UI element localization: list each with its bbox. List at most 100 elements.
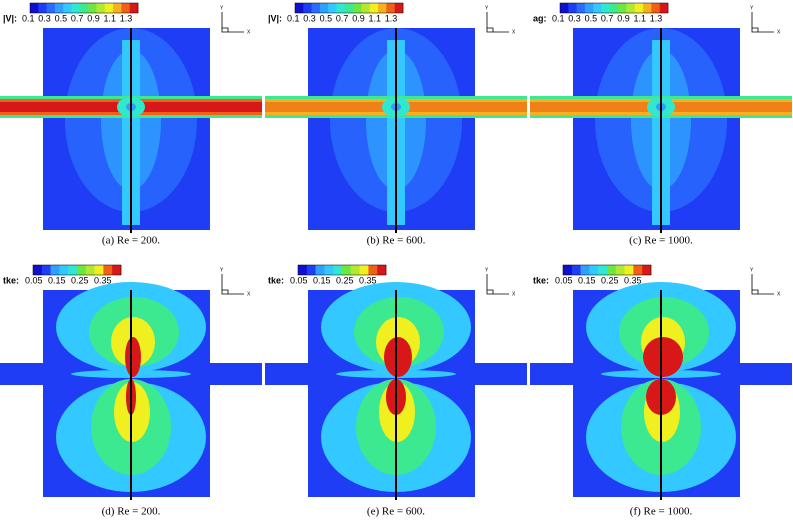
legend-tick-label: 1.3 [385, 13, 398, 23]
legend-tick-label: 1.1 [369, 13, 382, 23]
legend-tick-label: 1.1 [104, 13, 117, 23]
legend-label: |V|: [268, 13, 282, 23]
colorbar-segment [386, 3, 395, 13]
axis-label: X [777, 291, 781, 297]
axis-label: Y [485, 267, 489, 273]
contour [384, 337, 412, 377]
legend-tick-label: 0.35 [94, 275, 112, 285]
colorbar-segment [311, 3, 321, 13]
colorbar-segment [369, 3, 379, 13]
colorbar-segment [633, 265, 643, 275]
axis-indicator [751, 12, 774, 33]
colorbar-segment [659, 3, 669, 13]
panel: |V|: 0.1 0.3 0.5 0.7 0.9 1.1 1.3 Y X (a) Re = 200. [0, 2, 262, 247]
legend-tick-label: 0.9 [617, 13, 630, 23]
legend-tick-label: 0.3 [38, 13, 51, 23]
legend-tick-label: 0.1 [22, 13, 35, 23]
colorbar-segment [344, 3, 354, 13]
axis-indicator [486, 274, 509, 295]
colorbar-segment [77, 265, 87, 275]
colorbar-segment [624, 265, 634, 275]
colorbar-segment [593, 3, 602, 13]
colorbar-segment [607, 265, 617, 275]
colorbar-segment [651, 3, 660, 13]
colorbar-segment [378, 3, 387, 13]
colorbar-segment [121, 3, 130, 13]
colorbar-segment [563, 265, 573, 275]
colorbar-segment [377, 265, 387, 275]
contour [125, 337, 141, 377]
colorbar-segment [96, 3, 106, 13]
colorbar-segment [104, 3, 114, 13]
colorbar-segment [336, 3, 346, 13]
legend-tick-label: 0.5 [320, 13, 333, 23]
legend-tick-label: 1.3 [650, 13, 663, 23]
legend-label: ag: [533, 13, 547, 23]
colorbar-segment [298, 265, 308, 275]
legend-tick-label: 0.3 [568, 13, 581, 23]
colorbar-segment [88, 3, 97, 13]
legend-tick-label: 0.15 [48, 275, 66, 285]
legend-tick-label: 0.5 [55, 13, 68, 23]
colorbar-segment [50, 265, 60, 275]
legend-tick-label: 0.3 [303, 13, 316, 23]
colorbar-segment [33, 265, 43, 275]
colorbar-segment [315, 265, 325, 275]
legend-label: tke: [533, 275, 549, 285]
colorbar-segment [642, 265, 652, 275]
colorbar-segment [626, 3, 636, 13]
colorbar-segment [353, 3, 362, 13]
axis-label: X [512, 291, 516, 297]
colorbar-frame [29, 2, 139, 14]
colorbar-segment [618, 3, 627, 13]
colorbar-segment [576, 3, 586, 13]
colorbar-segment [324, 265, 334, 275]
colorbar-segment [112, 265, 122, 275]
colorbar-segment [113, 3, 122, 13]
legend-tick-label: 0.25 [601, 275, 619, 285]
colorbar-segment [79, 3, 89, 13]
contour [643, 337, 683, 377]
legend-tick-label: 0.5 [585, 13, 598, 23]
legend-tick-label: 0.1 [287, 13, 300, 23]
legend-tick-label: 0.7 [71, 13, 84, 23]
legend-tick-label: 0.1 [552, 13, 565, 23]
colorbar-segment [350, 265, 360, 275]
panel: tke: 0.05 0.15 0.25 0.35 Y X (e) Re = 600. [265, 264, 527, 518]
legend-label: |V|: [3, 13, 17, 23]
colorbar-segment [580, 265, 590, 275]
legend-label: tke: [3, 275, 19, 285]
colorbar-segment [571, 265, 581, 275]
colorbar-segment [361, 3, 371, 13]
legend-tick-label: 0.7 [601, 13, 614, 23]
colorbar-segment [615, 265, 625, 275]
colorbar-segment [589, 265, 599, 275]
colorbar-segment [38, 3, 47, 13]
caption: (a) Re = 200. [102, 235, 160, 247]
axis-indicator [486, 12, 509, 33]
colorbar-segment [71, 3, 81, 13]
legend-tick-label: 0.05 [555, 275, 573, 285]
legend-tick-label: 0.7 [336, 13, 349, 23]
panel: tke: 0.05 0.15 0.25 0.35 Y X (d) Re = 200. [0, 264, 262, 518]
colorbar-frame [32, 264, 122, 276]
legend-tick-label: 1.3 [120, 13, 133, 23]
colorbar-segment [568, 3, 577, 13]
colorbar-segment [68, 265, 78, 275]
legend-tick-label: 0.9 [352, 13, 365, 23]
axis-label: Y [750, 5, 754, 11]
axis-label: Y [220, 5, 224, 11]
legend-tick-label: 0.15 [578, 275, 596, 285]
caption: (c) Re = 1000. [629, 235, 693, 247]
colorbar-segment [560, 3, 569, 13]
axis-label: X [247, 29, 251, 35]
legend-tick-label: 0.15 [313, 275, 331, 285]
legend-tick-label: 0.9 [87, 13, 100, 23]
colorbar-segment [319, 3, 329, 13]
colorbar-frame [562, 264, 652, 276]
colorbar-segment [30, 3, 39, 13]
panel: tke: 0.05 0.15 0.25 0.35 Y X (f) Re = 1000. [530, 264, 792, 518]
caption: (d) Re = 200. [102, 506, 161, 518]
panel: ag: 0.1 0.3 0.5 0.7 0.9 1.1 1.3 Y X (c) Re = 1000. [530, 2, 792, 247]
